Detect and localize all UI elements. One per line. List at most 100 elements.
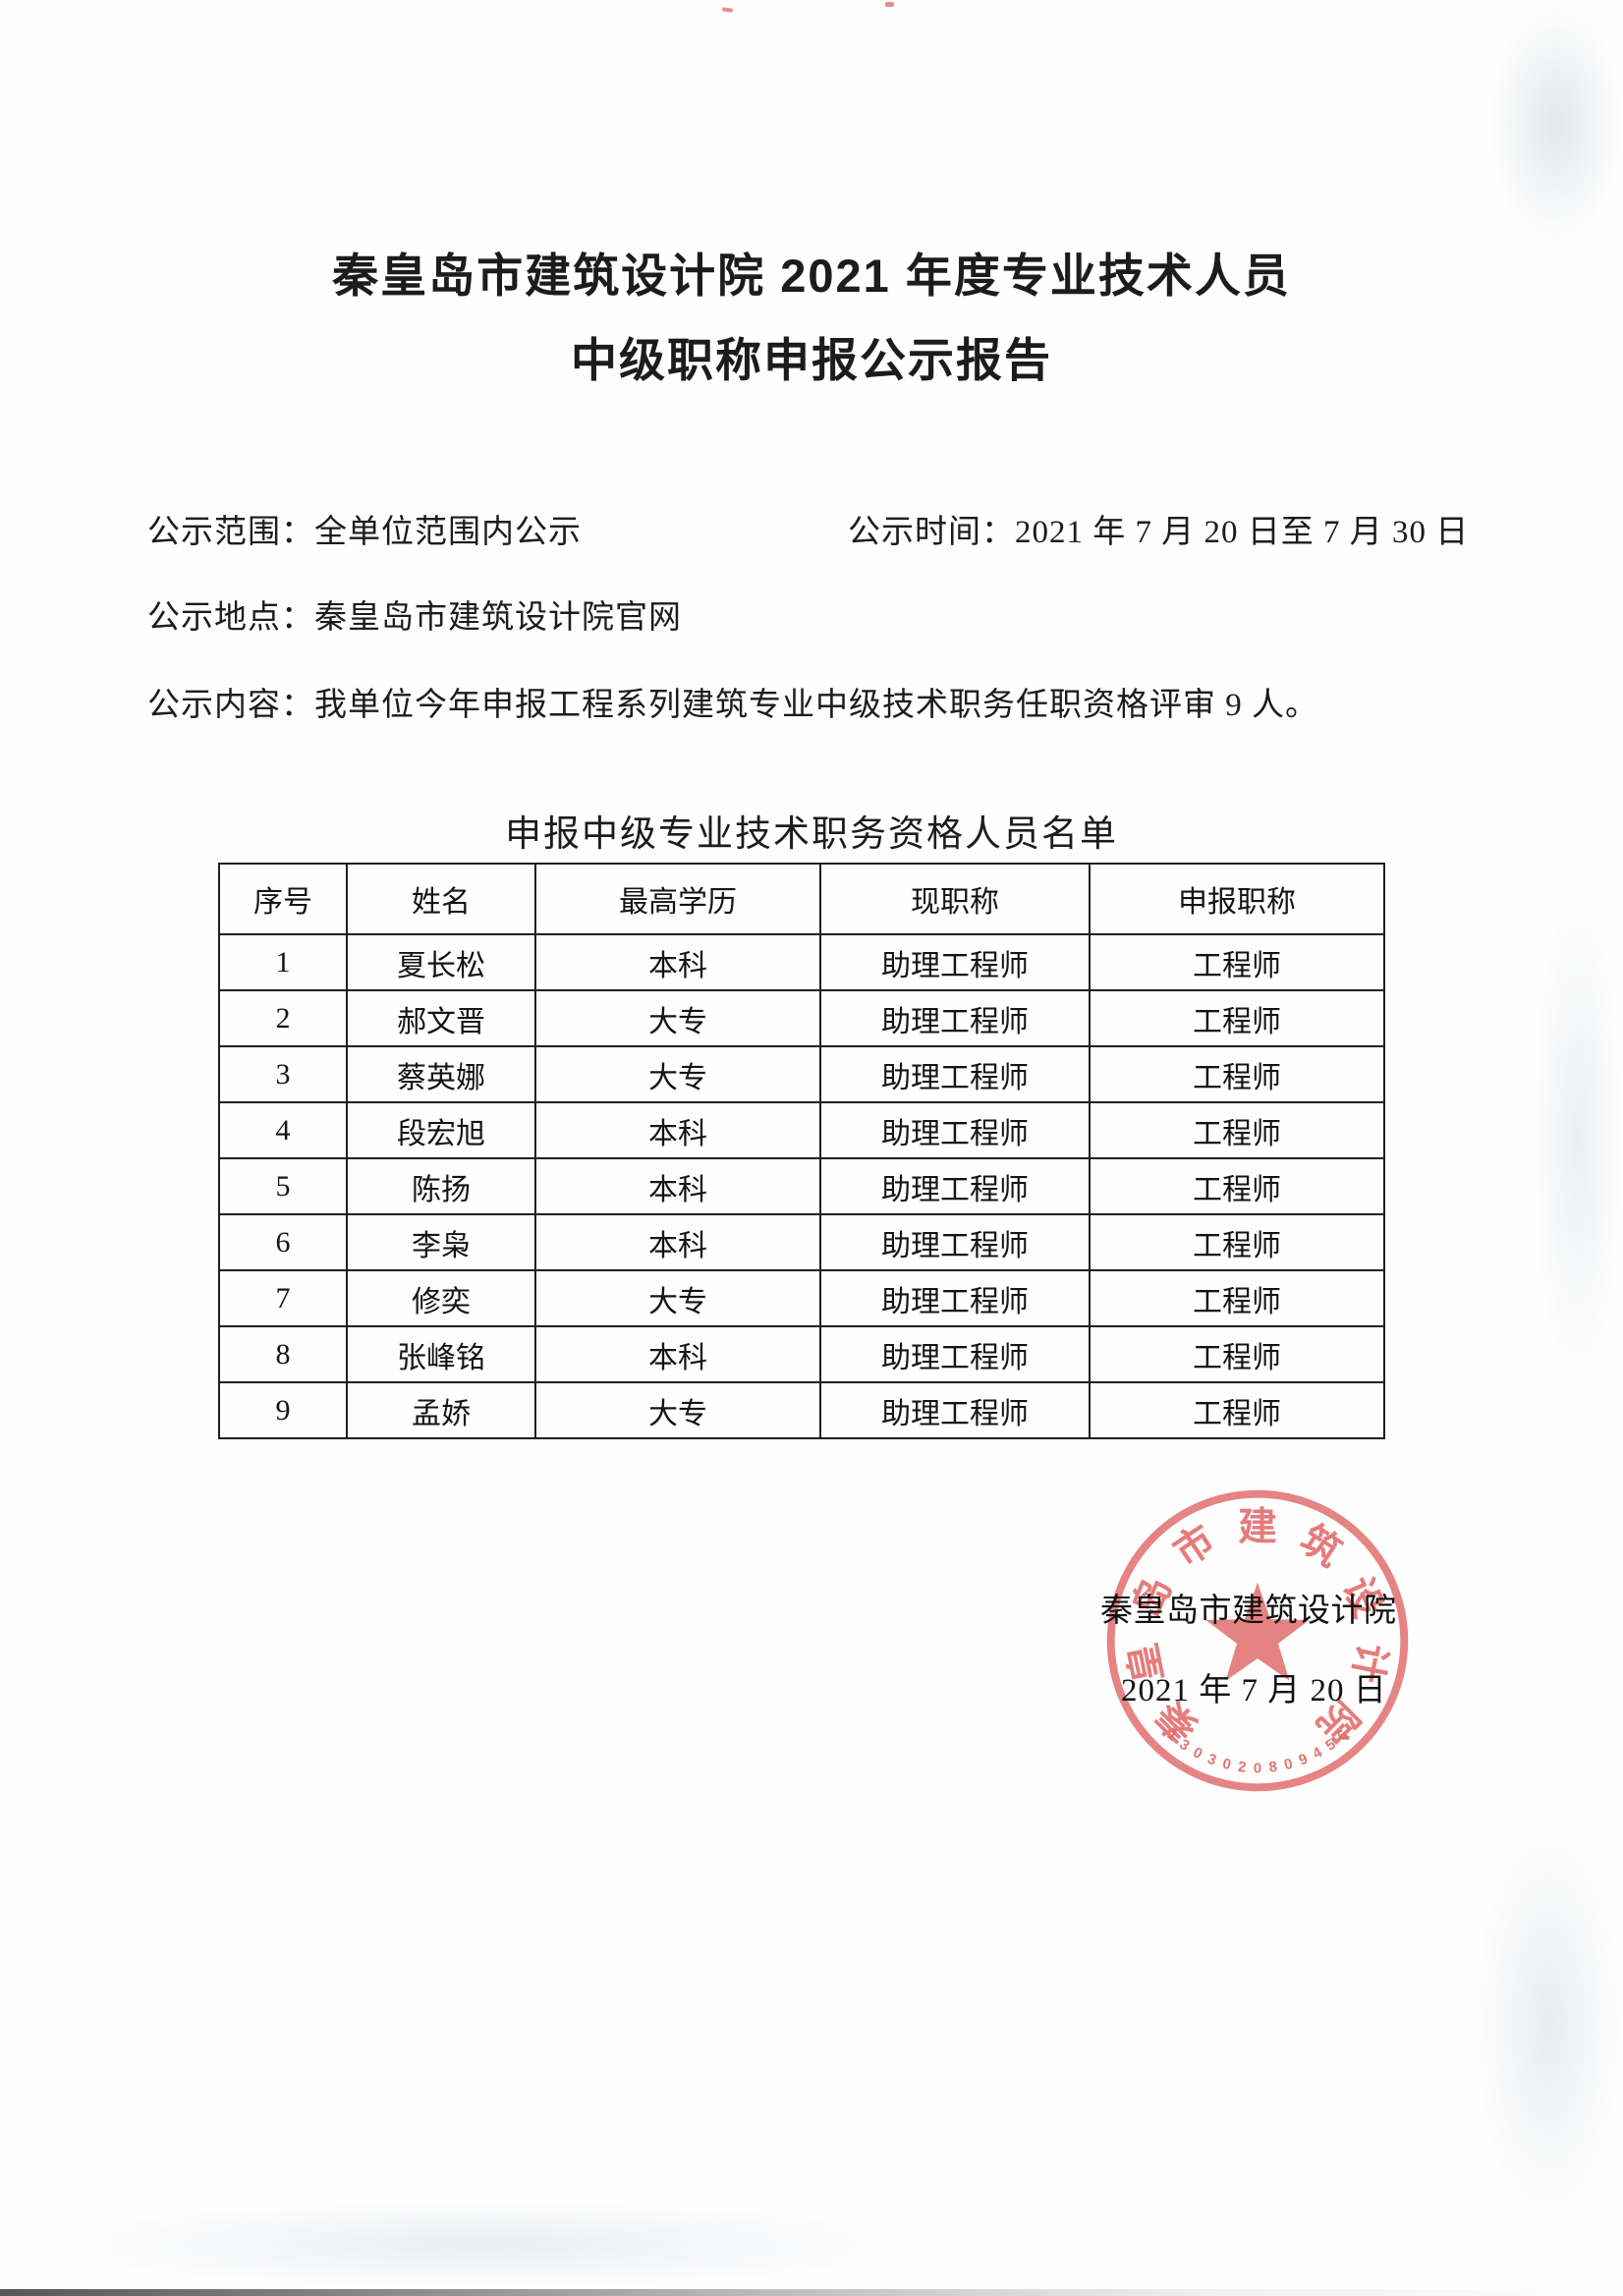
notice-location-line: 公示地点：秦皇岛市建筑设计院官网 [147, 590, 682, 638]
table-cell: 工程师 [1089, 1269, 1385, 1327]
table-cell: 郝文晋 [346, 989, 536, 1047]
notice-content-label: 公示内容： [147, 688, 314, 723]
table-cell: 孟娇 [346, 1381, 536, 1439]
svg-text:建: 建 [1238, 1505, 1277, 1548]
table-cell: 9 [218, 1381, 348, 1439]
table-row: 9 孟娇 大专 助理工程师 工程师 [218, 1381, 1385, 1439]
table-cell: 助理工程师 [819, 1381, 1091, 1439]
table-cell: 助理工程师 [819, 1213, 1091, 1271]
svg-text:0: 0 [1190, 1744, 1204, 1763]
column-header-education: 最高学历 [534, 863, 821, 935]
table-cell: 张峰铭 [346, 1325, 536, 1383]
svg-text:2: 2 [1237, 1759, 1247, 1776]
table-cell: 工程师 [1089, 1101, 1385, 1159]
table-cell: 本科 [534, 933, 821, 991]
table-row: 1 夏长松 本科 助理工程师 工程师 [218, 933, 1385, 991]
svg-text:8: 8 [1268, 1759, 1278, 1776]
document-title-line1: 秦皇岛市建筑设计院 2021 年度专业技术人员 [332, 250, 1291, 302]
table-row: 5 陈扬 本科 助理工程师 工程师 [218, 1157, 1385, 1215]
scan-smudge-right-lower [1474, 1818, 1623, 2230]
table-cell: 8 [218, 1325, 348, 1383]
svg-text:0: 0 [1220, 1756, 1232, 1774]
table-row: 8 张峰铭 本科 助理工程师 工程师 [218, 1325, 1385, 1383]
table-cell: 修奕 [346, 1269, 536, 1327]
svg-text:皇: 皇 [1121, 1640, 1171, 1686]
scan-smudge-bottom [39, 2201, 923, 2289]
table-cell: 段宏旭 [346, 1101, 536, 1159]
scan-edge-bottom [0, 2289, 1623, 2296]
svg-text:3: 3 [1205, 1751, 1219, 1769]
table-cell: 李枭 [346, 1213, 536, 1271]
svg-text:0: 0 [1282, 1756, 1294, 1774]
notice-location-value: 秦皇岛市建筑设计院官网 [314, 600, 682, 636]
notice-scope-label: 公示范围： [147, 515, 314, 550]
table-cell: 2 [218, 989, 348, 1047]
svg-text:市: 市 [1166, 1518, 1222, 1576]
table-row: 2 郝文晋 大专 助理工程师 工程师 [218, 989, 1385, 1047]
notice-content-value: 我单位今年申报工程系列建筑专业中级技术职务任职资格评审 9 人。 [314, 688, 1318, 723]
table-cell: 工程师 [1089, 1045, 1385, 1103]
table-cell: 4 [218, 1101, 348, 1159]
table-cell: 大专 [534, 1269, 821, 1327]
table-row: 4 段宏旭 本科 助理工程师 工程师 [218, 1101, 1385, 1159]
official-seal: 秦皇岛市建筑设计院 130 3 0 2 0 8 0 9 456 [1106, 1489, 1409, 1792]
svg-text:0: 0 [1254, 1760, 1261, 1776]
table-cell: 工程师 [1089, 1325, 1385, 1383]
notice-location-label: 公示地点： [147, 600, 314, 636]
table-cell: 助理工程师 [819, 1045, 1091, 1103]
table-cell: 工程师 [1089, 1157, 1385, 1215]
table-row: 6 李枭 本科 助理工程师 工程师 [218, 1213, 1385, 1271]
notice-scope-value: 全单位范围内公示 [314, 515, 582, 550]
table-header-row: 序号 姓名 最高学历 现职称 申报职称 [218, 863, 1385, 935]
table-cell: 助理工程师 [819, 933, 1091, 991]
notice-scope-line: 公示范围：全单位范围内公示 [147, 505, 582, 552]
seal-ring [1106, 1489, 1409, 1792]
notice-content-line: 公示内容：我单位今年申报工程系列建筑专业中级技术职务任职资格评审 9 人。 [147, 678, 1318, 725]
table-cell: 本科 [534, 1101, 821, 1159]
red-speck [721, 7, 734, 13]
table-row: 3 蔡英娜 大专 助理工程师 工程师 [218, 1045, 1385, 1103]
table-cell: 工程师 [1089, 989, 1385, 1047]
table-cell: 助理工程师 [819, 1157, 1091, 1215]
table-cell: 7 [218, 1269, 348, 1327]
svg-text:9: 9 [1297, 1751, 1311, 1769]
table-cell: 助理工程师 [819, 1269, 1091, 1327]
table-cell: 1 [218, 933, 348, 991]
table-cell: 夏长松 [346, 933, 536, 991]
table-cell: 3 [218, 1045, 348, 1103]
notice-time-line: 公示时间：2021 年 7 月 20 日至 7 月 30 日 [848, 505, 1469, 552]
table-cell: 工程师 [1089, 1213, 1385, 1271]
table-row: 7 修奕 大专 助理工程师 工程师 [218, 1269, 1385, 1327]
table-cell: 6 [218, 1213, 348, 1271]
table-cell: 大专 [534, 989, 821, 1047]
document-title-line2: 中级职称申报公示报告 [571, 334, 1052, 386]
table-cell: 助理工程师 [819, 1101, 1091, 1159]
column-header-name: 姓名 [346, 863, 536, 935]
scan-smudge-right [1533, 884, 1623, 1395]
table-cell: 工程师 [1089, 933, 1385, 991]
table-cell: 工程师 [1089, 1381, 1385, 1439]
table-cell: 大专 [534, 1045, 821, 1103]
table-cell: 蔡英娜 [346, 1045, 536, 1103]
table-cell: 助理工程师 [819, 1325, 1091, 1383]
applicants-table-header: 序号 姓名 最高学历 现职称 申报职称 [218, 863, 1385, 935]
roster-table-title: 申报中级专业技术职务资格人员名单 [505, 814, 1118, 855]
table-cell: 本科 [534, 1325, 821, 1383]
red-speck [885, 2, 894, 7]
table-cell: 本科 [534, 1157, 821, 1215]
svg-text:筑: 筑 [1293, 1518, 1350, 1576]
applicants-table: 序号 姓名 最高学历 现职称 申报职称 1 夏长松 本科 助理工程师 工程师 2 郝文晋 大专… [218, 863, 1385, 1439]
signature-org: 秦皇岛市建筑设计院 [1100, 1594, 1397, 1629]
applicants-table-body: 1 夏长松 本科 助理工程师 工程师 2 郝文晋 大专 助理工程师 工程师 3 蔡英娜 大专 助理工程师工… [218, 933, 1385, 1439]
column-header-index: 序号 [218, 863, 348, 935]
notice-time-value: 2021 年 7 月 20 日至 7 月 30 日 [1015, 515, 1470, 550]
table-cell: 本科 [534, 1213, 821, 1271]
svg-text:计: 计 [1344, 1640, 1394, 1686]
table-cell: 陈扬 [346, 1157, 536, 1215]
column-header-current-title: 现职称 [819, 863, 1091, 935]
column-header-applied-title: 申报职称 [1089, 863, 1385, 935]
notice-time-label: 公示时间： [848, 515, 1015, 550]
table-cell: 大专 [534, 1381, 821, 1439]
table-cell: 5 [218, 1157, 348, 1215]
